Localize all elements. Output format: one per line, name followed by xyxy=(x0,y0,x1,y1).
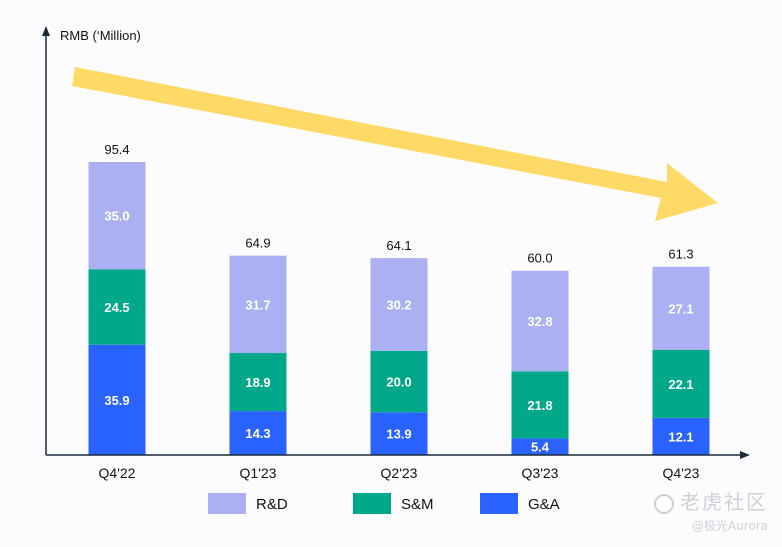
segment-value-label: 31.7 xyxy=(245,297,270,312)
segment-value-label: 14.3 xyxy=(245,426,270,441)
segment-value-label: 27.1 xyxy=(668,301,693,316)
x-axis-arrowhead xyxy=(740,451,750,459)
y-axis-label: RMB (‘Million) xyxy=(60,28,141,43)
y-axis-arrowhead xyxy=(42,26,50,36)
total-value-label: 64.1 xyxy=(386,238,411,253)
segment-value-label: 22.1 xyxy=(668,377,693,392)
bar-segment-g-a xyxy=(88,344,146,455)
x-tick-label: Q3'23 xyxy=(522,465,559,481)
bar-segment-r-d xyxy=(229,255,287,354)
watermark: 老虎社区 @极光Aurora xyxy=(654,486,768,534)
bar-segment-s-m xyxy=(511,371,569,439)
segment-value-label: 32.8 xyxy=(527,314,552,329)
legend-label: G&A xyxy=(528,496,560,513)
segment-value-label: 24.5 xyxy=(104,300,129,315)
total-value-label: 60.0 xyxy=(527,251,552,266)
watermark-title: 老虎社区 xyxy=(680,490,768,514)
bar-segment-r-d xyxy=(370,258,428,351)
legend-swatch-g-a xyxy=(480,493,518,514)
segment-value-label: 35.0 xyxy=(104,209,129,224)
segment-value-label: 13.9 xyxy=(386,427,411,442)
segment-value-label: 20.0 xyxy=(386,375,411,390)
trend-arrow xyxy=(72,67,718,221)
bar-segment-g-a xyxy=(229,411,287,455)
bar-segment-s-m xyxy=(229,353,287,412)
legend-swatch-r-d xyxy=(208,493,246,514)
bar-segment-g-a xyxy=(511,438,569,455)
bar-segment-s-m xyxy=(370,350,428,413)
segment-value-label: 35.9 xyxy=(104,393,129,408)
bar-segment-s-m xyxy=(652,349,710,418)
x-tick-label: Q4'22 xyxy=(99,465,136,481)
watermark-handle: @极光Aurora xyxy=(691,519,768,533)
total-value-label: 64.9 xyxy=(245,236,270,251)
segment-value-label: 18.9 xyxy=(245,375,270,390)
segment-value-label: 12.1 xyxy=(668,429,693,444)
segment-value-label: 30.2 xyxy=(386,298,411,313)
bar-segment-g-a xyxy=(652,417,710,455)
segment-value-label: 21.8 xyxy=(527,398,552,413)
legend-label: S&M xyxy=(401,496,434,513)
x-tick-label: Q4'23 xyxy=(663,465,700,481)
x-tick-label: Q1'23 xyxy=(240,465,277,481)
total-value-label: 95.4 xyxy=(104,142,129,157)
segment-value-label: 5.4 xyxy=(531,440,550,455)
total-value-label: 61.3 xyxy=(668,247,693,262)
x-tick-label: Q2'23 xyxy=(381,465,418,481)
bar-segment-g-a xyxy=(370,412,428,455)
bar-segment-r-d xyxy=(652,266,710,350)
bar-segment-r-d xyxy=(88,162,146,270)
bar-segment-s-m xyxy=(88,269,146,345)
bar-segment-r-d xyxy=(511,270,569,372)
legend-label: R&D xyxy=(256,496,288,513)
tiger-logo-icon xyxy=(654,493,674,514)
legend-swatch-s-m xyxy=(353,493,391,514)
